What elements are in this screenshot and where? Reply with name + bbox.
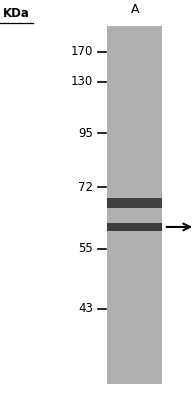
Text: 95: 95 (78, 127, 93, 140)
Text: KDa: KDa (3, 7, 30, 20)
Bar (107, 222, 162, 231)
Text: A: A (131, 3, 140, 16)
Text: 72: 72 (78, 181, 93, 194)
Bar (107, 198, 162, 208)
Text: 55: 55 (78, 242, 93, 255)
Text: 130: 130 (71, 75, 93, 88)
Bar (107, 26, 162, 384)
Text: 170: 170 (71, 46, 93, 58)
Text: 43: 43 (78, 302, 93, 315)
